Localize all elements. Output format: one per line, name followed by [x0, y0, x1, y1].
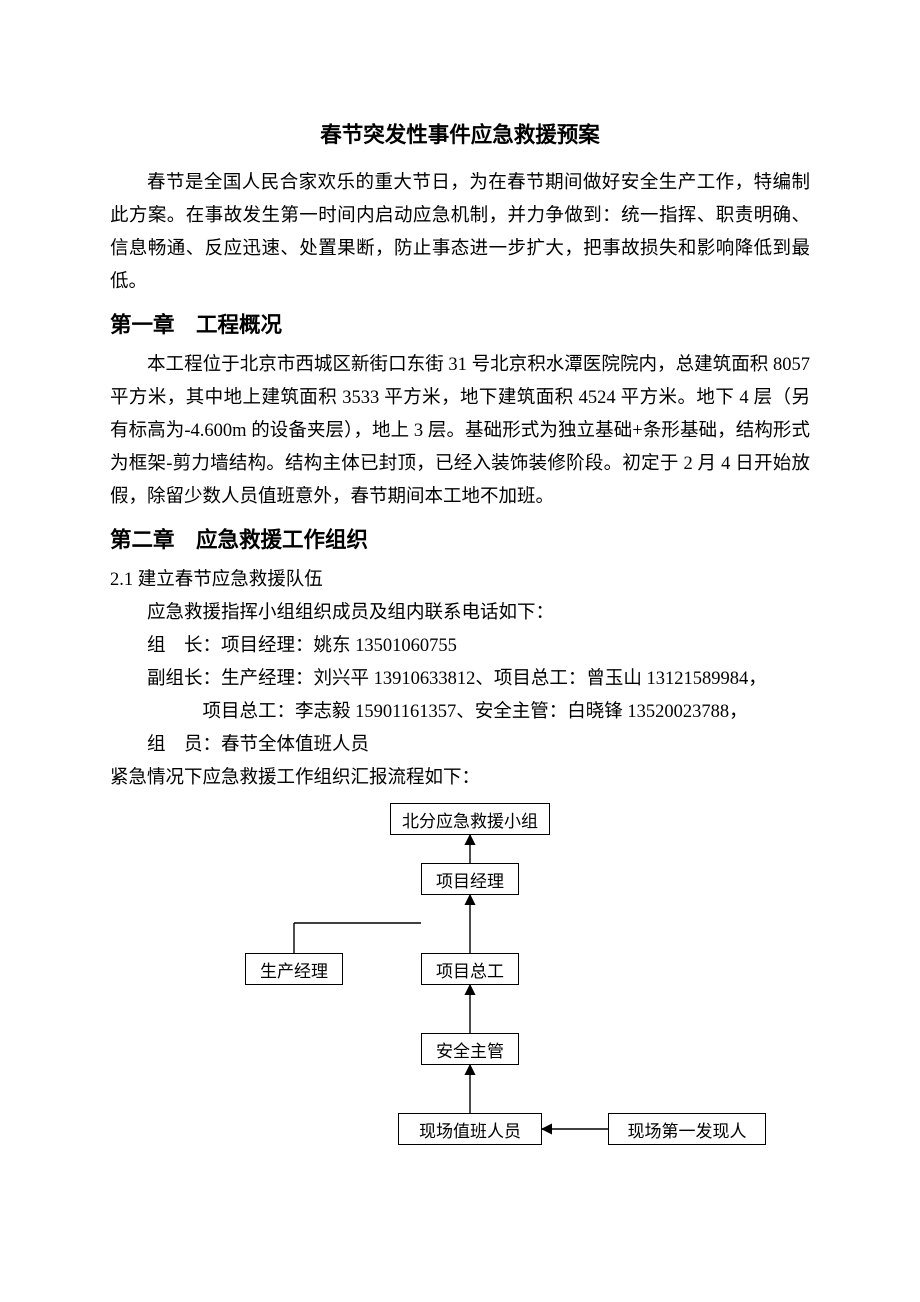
- chapter-1-body: 本工程位于北京市西城区新街口东街 31 号北京积水潭医院院内，总建筑面积 805…: [110, 349, 810, 514]
- member-line: 组 员：春节全体值班人员: [110, 729, 810, 762]
- section-2-1: 2.1 建立春节应急救援队伍: [110, 564, 810, 597]
- flow-node-top: 北分应急救援小组: [390, 803, 550, 835]
- flow-node-safe: 安全主管: [421, 1033, 519, 1065]
- reporting-flowchart: 北分应急救援小组项目经理生产经理 项目总工安全主管现场值班人员 现场第一发现人: [110, 803, 810, 1163]
- leader-line: 组 长：项目经理：姚东 13501060755: [110, 630, 810, 663]
- chapter-1-heading: 第一章 工程概况: [110, 305, 810, 345]
- deputy-line-1: 副组长：生产经理：刘兴平 13910633812、项目总工：曾玉山 131215…: [110, 663, 810, 696]
- org-intro-line: 应急救援指挥小组组织成员及组内联系电话如下：: [110, 597, 810, 630]
- flow-intro-line: 紧急情况下应急救援工作组织汇报流程如下：: [110, 762, 810, 795]
- chapter-2-heading: 第二章 应急救援工作组织: [110, 520, 810, 560]
- flow-node-first: 现场第一发现人: [608, 1113, 766, 1145]
- flow-node-duty: 现场值班人员: [398, 1113, 542, 1145]
- flow-node-eng: 项目总工: [421, 953, 519, 985]
- document-page: 春节突发性事件应急救援预案 春节是全国人民合家欢乐的重大节日，为在春节期间做好安…: [0, 0, 920, 1302]
- flow-node-prod: 生产经理: [245, 953, 343, 985]
- flow-node-pm: 项目经理: [421, 863, 519, 895]
- doc-title: 春节突发性事件应急救援预案: [110, 118, 810, 149]
- deputy-line-2: 项目总工：李志毅 15901161357、安全主管：白晓锋 1352002378…: [110, 696, 810, 729]
- intro-paragraph: 春节是全国人民合家欢乐的重大节日，为在春节期间做好安全生产工作，特编制此方案。在…: [110, 167, 810, 299]
